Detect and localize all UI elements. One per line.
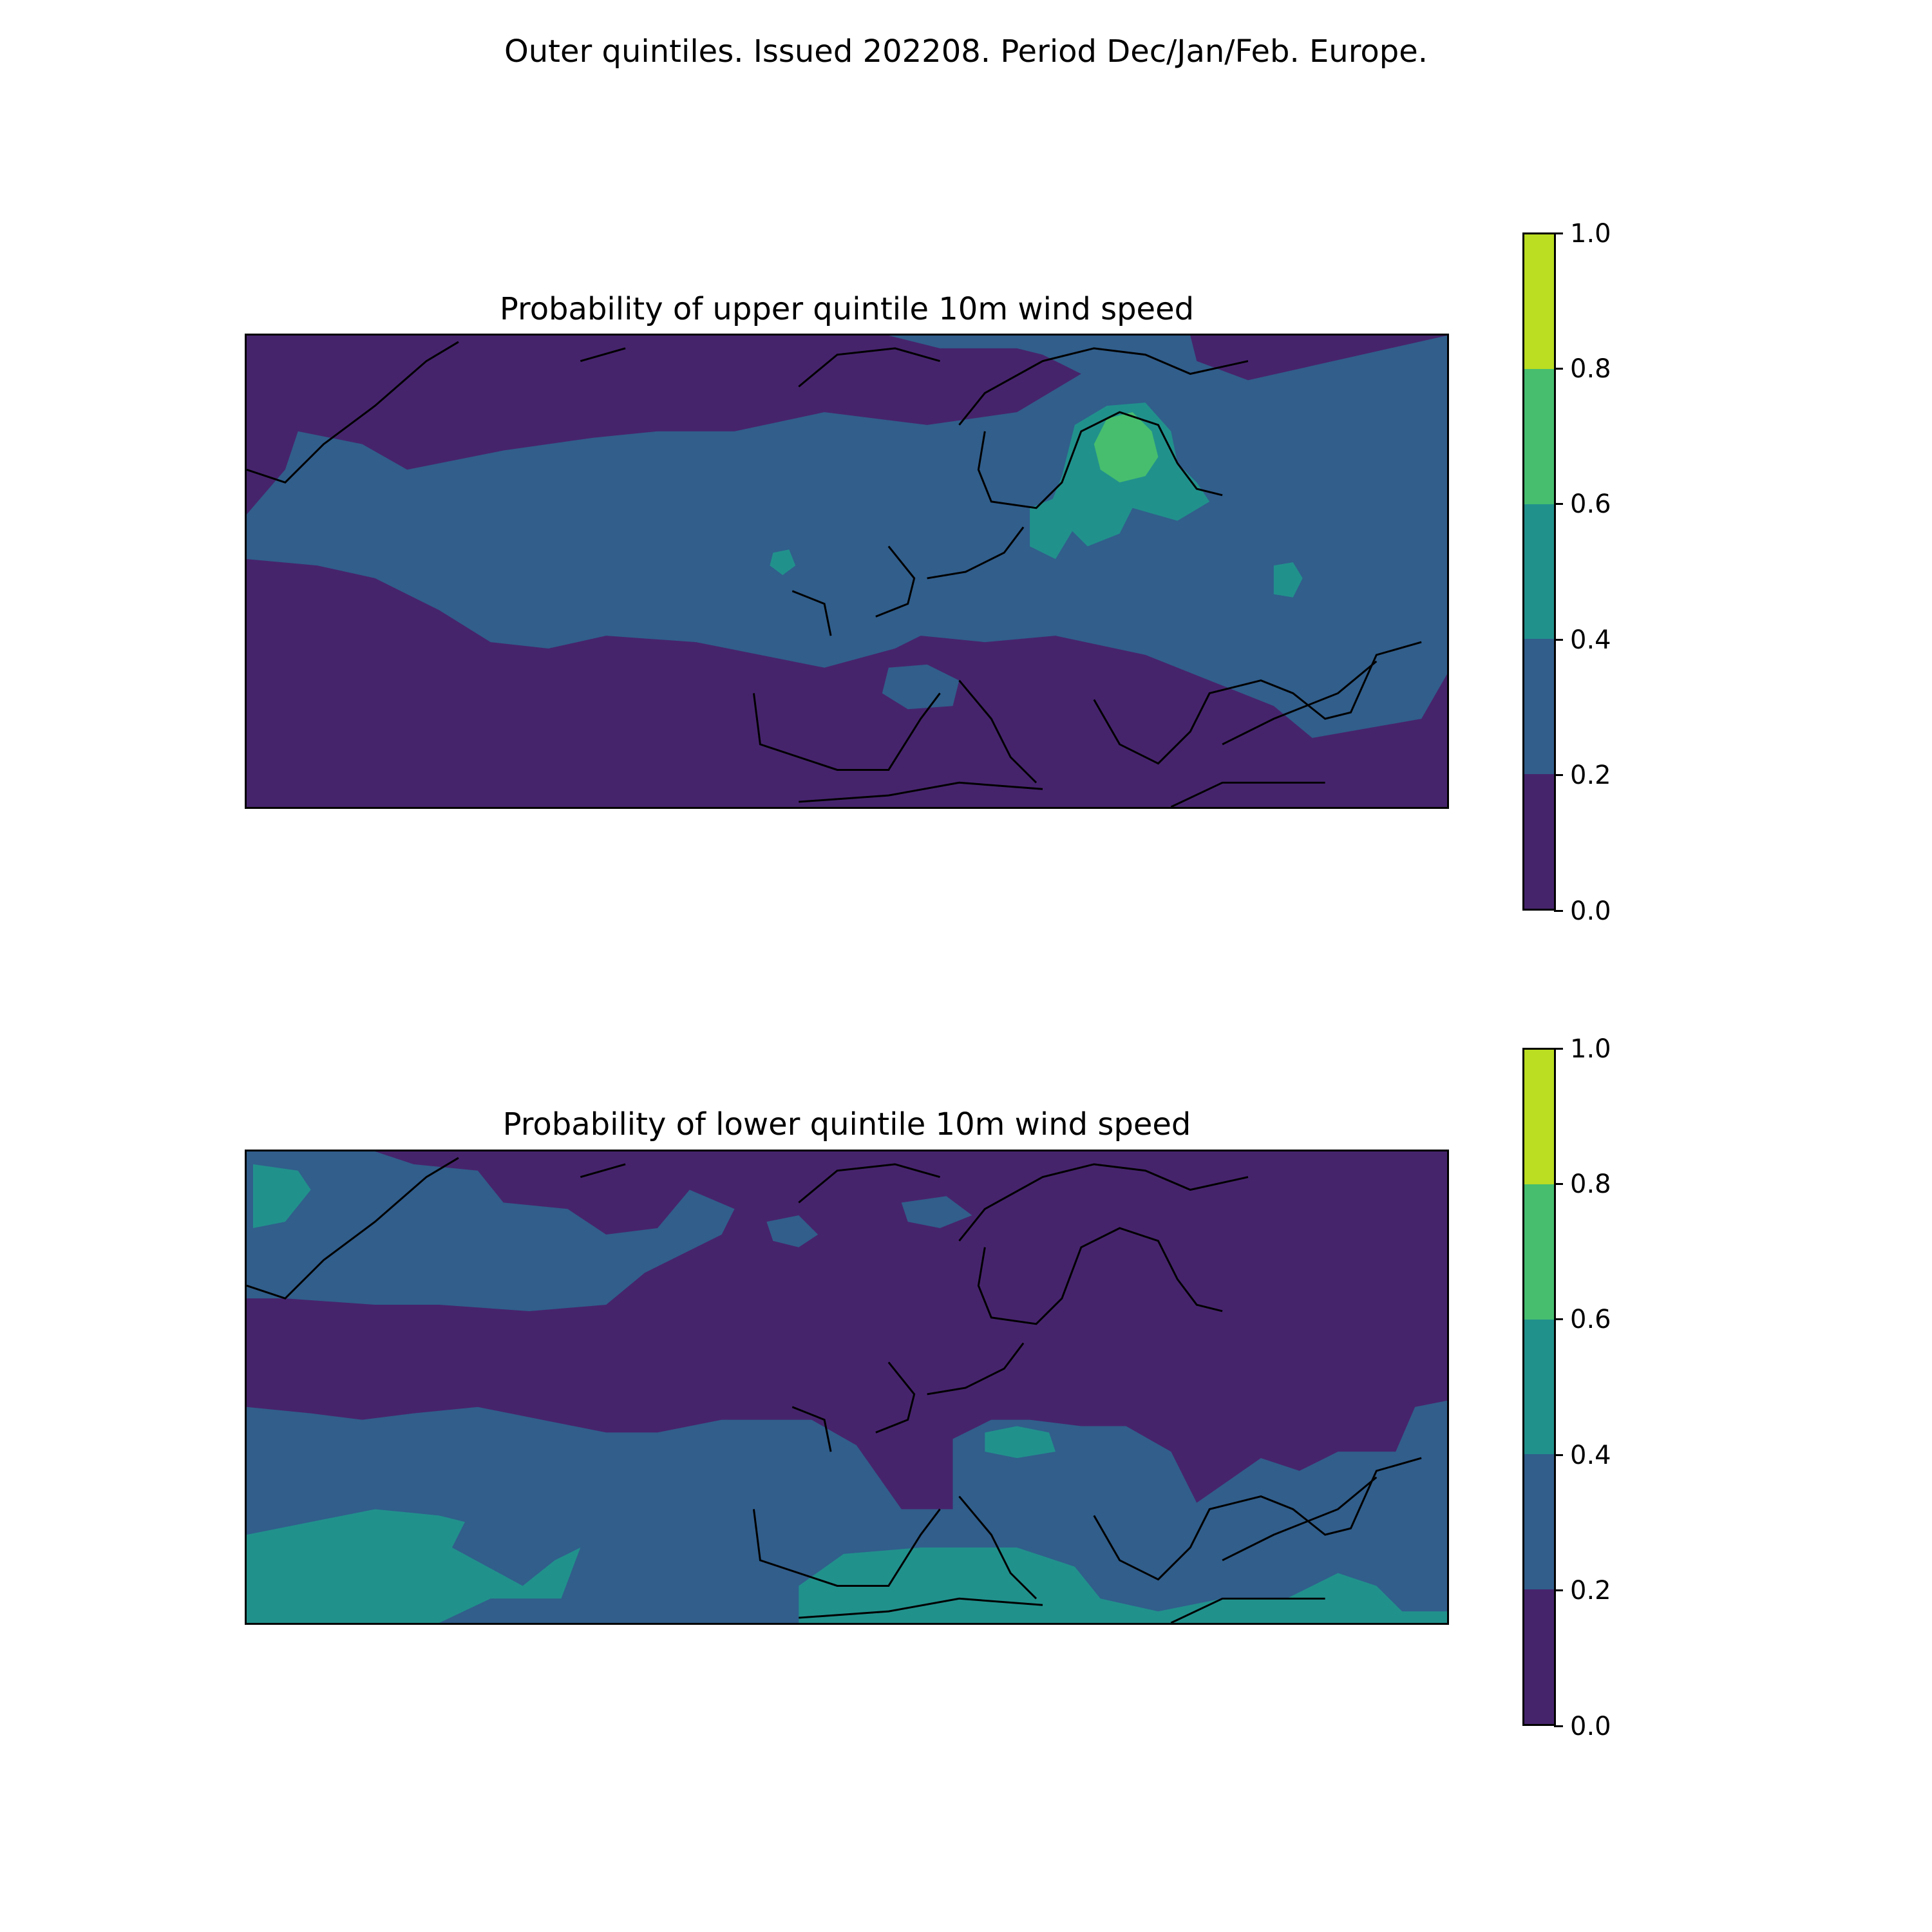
colorbar-tick — [1554, 1048, 1563, 1050]
colorbar-label: 0.6 — [1570, 489, 1611, 519]
class-0.2-0.4-north — [247, 1151, 735, 1311]
colorbar-tick — [1554, 774, 1563, 776]
colorbar-tick — [1554, 910, 1563, 912]
colorbar-segment-4 — [1524, 1050, 1554, 1185]
colorbar-tick — [1554, 1183, 1563, 1185]
lower-colorbar — [1522, 1048, 1556, 1726]
class-0.4-0.6-russia — [1273, 562, 1303, 598]
class-0.4-0.6-alps — [985, 1426, 1056, 1459]
class-0.2-0.4-patch-2 — [901, 1196, 972, 1229]
colorbar-label: 0.6 — [1570, 1305, 1611, 1334]
colorbar-tick — [1554, 1725, 1563, 1727]
colorbar-label: 0.4 — [1570, 1441, 1611, 1470]
colorbar-label: 1.0 — [1570, 219, 1611, 249]
colorbar-tick — [1554, 503, 1563, 505]
colorbar-label: 0.0 — [1570, 1712, 1611, 1741]
class-0.4-0.6-greenland — [252, 1164, 311, 1229]
colorbar-tick — [1554, 639, 1563, 641]
upper-quintile-title: Probability of upper quintile 10m wind s… — [499, 291, 1195, 327]
colorbar-segment-0 — [1524, 773, 1554, 909]
class-0.4-0.6-atlantic — [247, 1509, 581, 1623]
class-0.2-0.4-med-patch — [882, 664, 960, 710]
colorbar-segment-3 — [1524, 1184, 1554, 1320]
lower-quintile-title: Probability of lower quintile 10m wind s… — [502, 1106, 1191, 1142]
upper-colorbar — [1522, 232, 1556, 911]
colorbar-label: 0.2 — [1570, 761, 1611, 790]
colorbar-tick — [1554, 1589, 1563, 1591]
class-0.4-0.6-mediterranean — [799, 1547, 1447, 1623]
colorbar-segment-0 — [1524, 1589, 1554, 1724]
coastline — [247, 341, 1422, 807]
colorbar-segment-2 — [1524, 504, 1554, 639]
colorbar-segment-1 — [1524, 1454, 1554, 1589]
class-0.4-0.6-baltic — [1030, 495, 1075, 560]
class-0.2-0.4-atlantic-patch — [766, 1215, 819, 1247]
colorbar-segment-4 — [1524, 234, 1554, 370]
lower-quintile-map — [245, 1150, 1449, 1625]
class-0.4-0.6-atlantic — [770, 549, 796, 575]
colorbar-label: 0.2 — [1570, 1576, 1611, 1605]
colorbar-segment-1 — [1524, 639, 1554, 774]
class-0.6-0.8-bothnia — [1094, 412, 1159, 483]
upper-quintile-map — [245, 334, 1449, 809]
colorbar-tick — [1554, 1454, 1563, 1456]
colorbar-tick — [1554, 368, 1563, 370]
colorbar-label: 0.4 — [1570, 625, 1611, 655]
colorbar-label: 0.0 — [1570, 896, 1611, 926]
figure-suptitle: Outer quintiles. Issued 202208. Period D… — [504, 33, 1428, 70]
colorbar-segment-2 — [1524, 1319, 1554, 1455]
coastline — [247, 1157, 1422, 1623]
colorbar-label: 0.8 — [1570, 1170, 1611, 1199]
colorbar-tick — [1554, 1318, 1563, 1320]
colorbar-segment-3 — [1524, 369, 1554, 504]
colorbar-label: 1.0 — [1570, 1034, 1611, 1064]
colorbar-tick — [1554, 232, 1563, 234]
colorbar-label: 0.8 — [1570, 354, 1611, 384]
